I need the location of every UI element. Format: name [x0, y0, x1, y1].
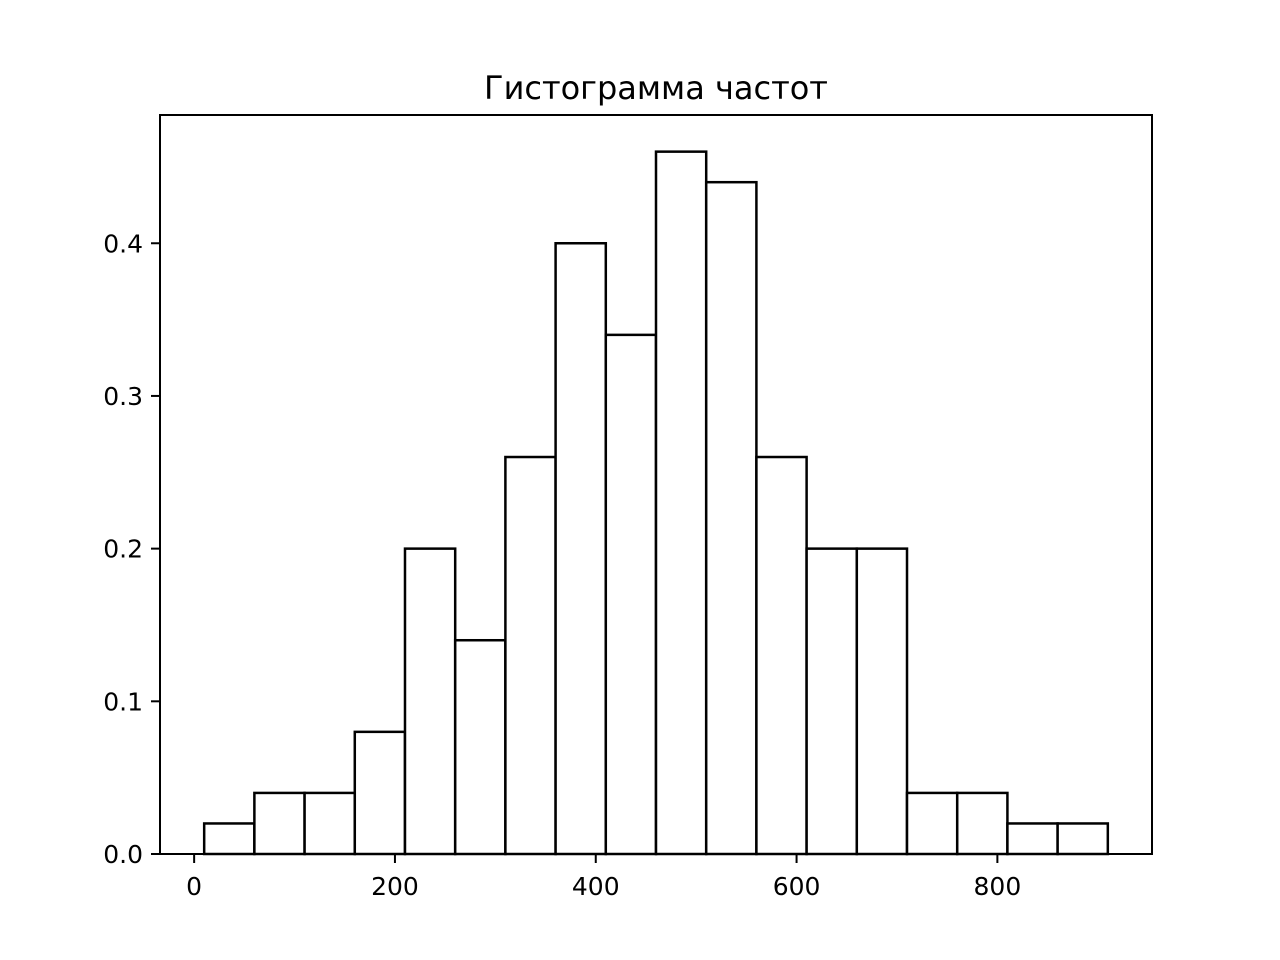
x-tick-label: 600 — [773, 872, 821, 901]
histogram-bar — [253, 791, 306, 856]
histogram-bar — [1006, 822, 1059, 856]
histogram-bar — [303, 791, 357, 856]
chart-title: Гистограмма частот — [484, 69, 828, 107]
histogram-bar — [955, 791, 1009, 856]
y-axis: 0.0 0.1 0.2 0.3 0.4 — [103, 229, 160, 869]
bars-layer — [202, 150, 1110, 856]
y-tick-label: 0.4 — [103, 229, 143, 258]
histogram-bar — [905, 791, 959, 856]
histogram-bar — [755, 455, 808, 856]
histogram-bar — [353, 730, 407, 856]
histogram-bar — [805, 547, 859, 856]
x-tick-label: 400 — [572, 872, 620, 901]
x-tick-label: 800 — [974, 872, 1022, 901]
y-tick-label: 0.1 — [103, 687, 143, 716]
x-axis: 0 200 400 600 800 — [186, 854, 1021, 901]
histogram-bar — [654, 150, 708, 856]
histogram-bar — [453, 638, 507, 856]
x-tick-label: 200 — [371, 872, 419, 901]
histogram-bar — [1056, 822, 1110, 856]
histogram-bar — [604, 333, 658, 856]
histogram-bar — [554, 242, 608, 856]
histogram-bar — [855, 547, 909, 856]
histogram-bar — [202, 822, 256, 856]
y-tick-label: 0.3 — [103, 382, 143, 411]
histogram-bar — [504, 455, 557, 856]
plot-frame — [159, 114, 1153, 855]
x-tick-label: 0 — [186, 872, 202, 901]
y-tick-label: 0.2 — [103, 535, 143, 564]
histogram-bar — [704, 180, 758, 856]
y-tick-label: 0.0 — [103, 840, 143, 869]
histogram-bar — [403, 547, 457, 856]
